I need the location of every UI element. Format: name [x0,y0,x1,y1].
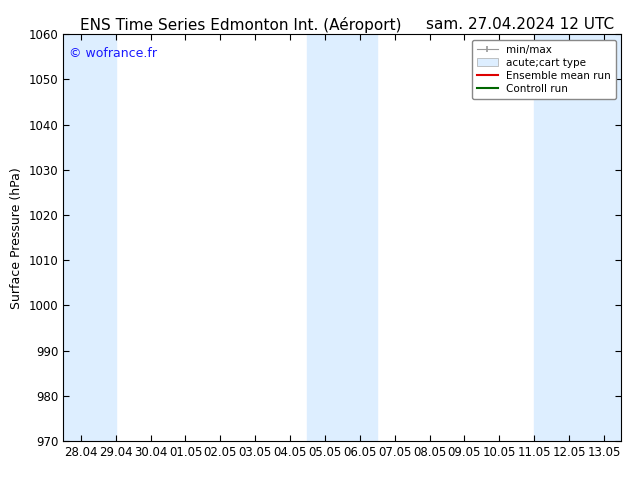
Y-axis label: Surface Pressure (hPa): Surface Pressure (hPa) [10,167,23,309]
Bar [63,34,115,441]
Text: © wofrance.fr: © wofrance.fr [69,47,157,59]
Text: sam. 27.04.2024 12 UTC: sam. 27.04.2024 12 UTC [426,17,614,32]
Bar [307,34,377,441]
Legend: min/max, acute;cart type, Ensemble mean run, Controll run: min/max, acute;cart type, Ensemble mean … [472,40,616,99]
Text: ENS Time Series Edmonton Int. (Aéroport): ENS Time Series Edmonton Int. (Aéroport) [80,17,402,33]
Bar [534,34,621,441]
